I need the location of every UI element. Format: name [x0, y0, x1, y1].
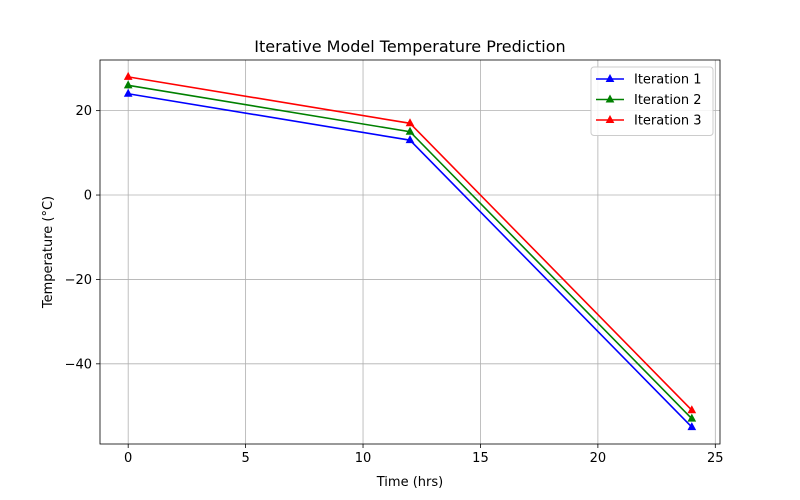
legend-label: Iteration 1	[634, 73, 702, 88]
legend-marker	[605, 94, 615, 103]
series-iteration-1	[123, 88, 697, 431]
data-point	[405, 135, 415, 144]
x-tick-label: 0	[124, 451, 132, 466]
series-iteration-2	[123, 80, 697, 422]
x-tick-label: 10	[355, 451, 372, 466]
data-point	[123, 88, 133, 97]
legend-box	[590, 66, 714, 136]
x-axis-label: Time (hrs)	[376, 475, 443, 490]
y-tick-label: −20	[65, 273, 92, 288]
legend-label: Iteration 2	[634, 93, 702, 108]
plot-area-frame	[99, 59, 721, 445]
x-tick-label: 15	[472, 451, 489, 466]
y-tick-label: 0	[84, 189, 92, 204]
legend-label: Iteration 3	[634, 114, 702, 129]
y-axis-ticks: −40 −20 0 20	[65, 104, 100, 372]
legend-item: Iteration 2	[596, 93, 702, 108]
data-point	[405, 126, 415, 135]
chart-title: Iterative Model Temperature Prediction	[254, 37, 565, 56]
series-layer	[123, 71, 697, 431]
x-tick-label: 5	[241, 451, 249, 466]
data-point	[123, 80, 133, 89]
axes	[99, 59, 721, 445]
y-tick-label: −40	[65, 357, 92, 372]
y-tick-label: 20	[75, 104, 92, 119]
data-point	[123, 71, 133, 80]
legend-item: Iteration 1	[596, 73, 702, 88]
x-axis-ticks: 0 5 10 15 20 25	[124, 444, 724, 466]
data-point	[687, 422, 697, 431]
x-tick-label: 20	[590, 451, 607, 466]
data-point	[405, 118, 415, 127]
series-iteration-3	[123, 71, 697, 414]
data-point	[687, 413, 697, 422]
x-tick-label: 25	[707, 451, 724, 466]
series-line	[128, 92, 693, 428]
y-axis-label: Temperature (°C)	[41, 196, 56, 309]
legend: Iteration 1 Iteration 2 Iteration 3	[590, 66, 714, 136]
data-point	[687, 405, 697, 414]
legend-marker	[605, 74, 615, 82]
legend-item: Iteration 3	[596, 114, 702, 129]
legend-marker	[605, 115, 615, 123]
